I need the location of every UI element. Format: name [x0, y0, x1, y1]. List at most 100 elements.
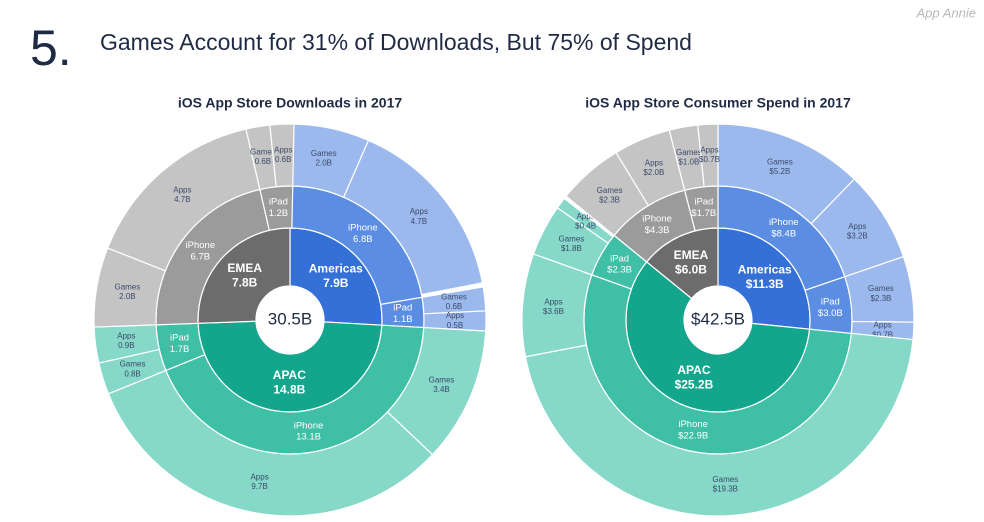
segment-label: EMEA	[674, 248, 709, 262]
segment-label: APAC	[273, 368, 306, 382]
segment-label: iPhone	[642, 214, 672, 225]
segment-label: Games	[120, 360, 146, 369]
segment-value: 0.6B	[446, 302, 462, 311]
segment-value: 0.9B	[118, 341, 134, 350]
segment-value: 9.7B	[251, 482, 267, 491]
segment-value: $2.3B	[599, 196, 620, 205]
segment-value: 0.8B	[124, 369, 140, 378]
slide-number: 5.	[30, 20, 72, 76]
segment-value: 0.6B	[255, 157, 271, 166]
segment-value: $5.2B	[769, 167, 790, 176]
sunburst-segment	[697, 123, 719, 188]
segment-value: 0.6B	[275, 155, 291, 164]
segment-label: Apps	[173, 185, 191, 194]
segment-label: Apps	[446, 311, 464, 320]
segment-label: Games	[676, 148, 702, 157]
segment-label: Apps	[250, 472, 268, 481]
segment-label: Apps	[274, 145, 292, 154]
segment-value: 6.7B	[191, 251, 211, 262]
segment-value: 1.7B	[170, 344, 190, 355]
segment-value: $6.0B	[675, 262, 707, 276]
segment-label: Apps	[700, 146, 718, 155]
chart-title: iOS App Store Downloads in 2017	[178, 95, 403, 111]
segment-value: $2.3B	[607, 265, 632, 276]
sunburst-segment	[342, 139, 484, 296]
segment-label: Americas	[738, 263, 792, 277]
segment-value: $22.9B	[678, 430, 708, 441]
segment-label: Games	[114, 282, 140, 291]
segment-label: Games	[250, 148, 276, 157]
segment-label: APAC	[677, 363, 710, 377]
segment-value: 13.1B	[296, 432, 321, 443]
segment-value: 4.7B	[174, 195, 190, 204]
segment-value: $3.6B	[543, 307, 564, 316]
segment-label: Games	[559, 235, 585, 244]
segment-label: iPad	[821, 297, 840, 308]
segment-value: $2.0B	[643, 168, 664, 177]
segment-label: EMEA	[227, 261, 262, 275]
segment-label: iPhone	[769, 217, 799, 228]
segment-value: $2.3B	[870, 294, 891, 303]
segment-value: $1.8B	[561, 244, 582, 253]
segment-label: Apps	[117, 331, 135, 340]
segment-value: $8.4B	[771, 228, 796, 239]
sunburst-segment	[107, 369, 434, 517]
total-label: 30.5B	[268, 309, 312, 328]
segment-value: 7.9B	[323, 276, 349, 290]
segment-label: Apps	[544, 298, 562, 307]
segment-label: iPhone	[678, 419, 708, 430]
segment-label: iPad	[269, 196, 288, 207]
segment-label: iPad	[694, 197, 713, 208]
segment-value: 0.5B	[447, 321, 463, 330]
slide-title: Games Account for 31% of Downloads, But …	[100, 29, 692, 55]
segment-label: iPhone	[186, 240, 216, 251]
segment-value: $25.2B	[675, 378, 714, 392]
sunburst-segment	[524, 332, 914, 517]
segment-value: 2.0B	[119, 292, 135, 301]
segment-value: $0.4B	[575, 221, 596, 230]
segment-label: Apps	[848, 222, 866, 231]
total-label: $42.5B	[691, 309, 745, 328]
segment-value: $0.7B	[699, 155, 720, 164]
segment-label: iPhone	[348, 222, 378, 233]
segment-value: 14.8B	[273, 382, 305, 396]
segment-label: Americas	[309, 262, 363, 276]
segment-label: Apps	[576, 212, 594, 221]
segment-label: Games	[597, 186, 623, 195]
segment-label: Apps	[410, 207, 428, 216]
sunburst-segment	[269, 123, 295, 188]
segment-label: iPad	[393, 302, 412, 313]
segment-value: 3.4B	[433, 385, 449, 394]
center-hole	[684, 286, 752, 354]
sunburst-segment	[556, 197, 614, 245]
chart-title: iOS App Store Consumer Spend in 2017	[585, 95, 851, 111]
segment-label: Games	[311, 149, 337, 158]
segment-value: 7.8B	[232, 276, 258, 290]
segment-value: 2.0B	[316, 158, 332, 167]
segment-value: $3.0B	[818, 308, 843, 319]
segment-label: Apps	[645, 158, 663, 167]
segment-label: Games	[868, 284, 894, 293]
segment-value: $11.3B	[746, 277, 784, 291]
segment-value: 4.7B	[411, 217, 427, 226]
segment-value: 6.8B	[353, 234, 373, 245]
segment-value: 1.2B	[269, 208, 289, 219]
segment-label: iPad	[610, 253, 629, 264]
segment-value: $4.3B	[645, 225, 670, 236]
center-hole	[256, 286, 324, 354]
segment-label: Games	[712, 475, 738, 484]
segment-value: $1.7B	[691, 208, 716, 219]
segment-value: $19.3B	[713, 485, 738, 494]
segment-label: Games	[767, 157, 793, 166]
segment-label: iPhone	[294, 420, 324, 431]
segment-label: Games	[429, 376, 455, 385]
segment-label: Apps	[874, 321, 892, 330]
segment-label: iPad	[170, 332, 189, 343]
segment-label: Games	[441, 292, 467, 301]
segment-value: $3.2B	[847, 231, 868, 240]
segment-value: $1.0B	[678, 157, 699, 166]
segment-value: $0.7B	[872, 330, 893, 339]
segment-value: 1.1B	[393, 314, 413, 325]
brand: App Annie	[915, 5, 976, 20]
